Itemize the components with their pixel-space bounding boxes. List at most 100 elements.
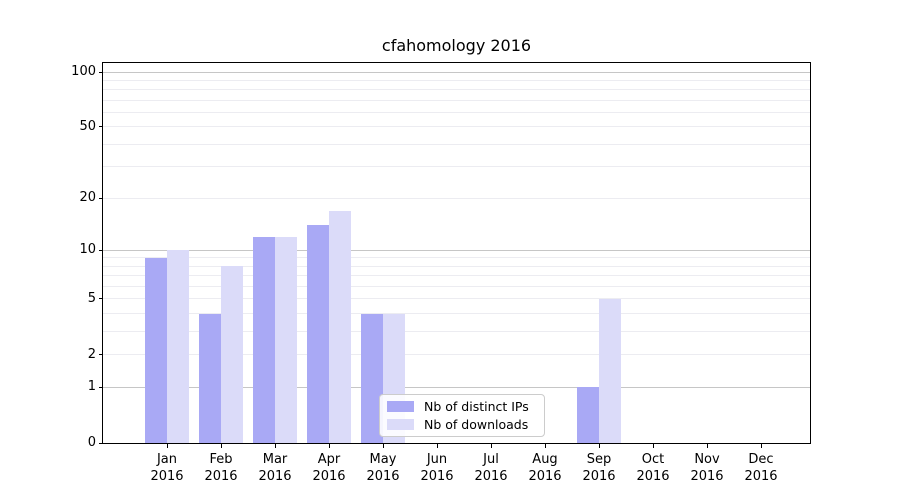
minor-gridline: [103, 275, 810, 277]
month-label: May: [369, 452, 397, 467]
year-label: 2016: [744, 469, 778, 484]
x-tick-label: Nov 2016: [677, 451, 737, 485]
month-label: Jul: [483, 452, 499, 467]
x-tick: [598, 444, 600, 448]
legend-label-distinct-ips: Nb of distinct IPs: [424, 399, 529, 414]
year-label: 2016: [258, 469, 292, 484]
y-tick-label: 0: [87, 435, 96, 450]
year-label: 2016: [528, 469, 562, 484]
x-tick: [382, 444, 384, 448]
year-label: 2016: [312, 469, 346, 484]
year-label: 2016: [636, 469, 670, 484]
major-gridline: [103, 386, 810, 388]
legend-swatch-distinct-ips: [387, 401, 414, 412]
x-tick-label: May 2016: [353, 451, 413, 485]
bar-distinct-ips: [577, 387, 599, 443]
x-tick-label: Jan 2016: [137, 451, 197, 485]
bar-downloads: [221, 266, 243, 443]
x-tick-label: Dec 2016: [731, 451, 791, 485]
y-tick: [99, 71, 103, 73]
month-label: Apr: [317, 452, 341, 467]
minor-gridline: [103, 126, 810, 128]
y-tick: [99, 386, 103, 388]
y-tick-label: 100: [71, 64, 96, 79]
legend-item-distinct-ips: Nb of distinct IPs: [387, 399, 536, 414]
bar-downloads: [275, 236, 297, 443]
x-tick: [436, 444, 438, 448]
minor-gridline: [103, 354, 810, 356]
month-label: Oct: [641, 452, 665, 467]
x-tick-label: Feb 2016: [191, 451, 251, 485]
x-tick: [328, 444, 330, 448]
bar-distinct-ips: [145, 257, 167, 443]
minor-gridline: [103, 286, 810, 288]
x-tick-label: Jul 2016: [461, 451, 521, 485]
x-tick: [220, 444, 222, 448]
minor-gridline: [103, 166, 810, 168]
bar-distinct-ips: [253, 236, 275, 443]
x-tick: [652, 444, 654, 448]
y-tick-label: 20: [79, 190, 96, 206]
year-label: 2016: [150, 469, 184, 484]
legend-swatch-downloads: [387, 419, 414, 430]
chart-title: cfahomology 2016: [381, 36, 532, 55]
x-tick: [274, 444, 276, 448]
minor-gridline: [103, 313, 810, 315]
y-tick: [99, 126, 103, 128]
minor-gridline: [103, 112, 810, 114]
year-label: 2016: [474, 469, 508, 484]
y-tick-label: 2: [87, 346, 96, 362]
month-label: Feb: [209, 452, 233, 467]
year-label: 2016: [420, 469, 454, 484]
year-label: 2016: [204, 469, 238, 484]
minor-gridline: [103, 298, 810, 300]
y-tick: [99, 442, 103, 444]
month-label: Jun: [426, 452, 448, 467]
month-label: Mar: [262, 452, 288, 467]
legend-item-downloads: Nb of downloads: [387, 417, 536, 432]
x-tick-label: Apr 2016: [299, 451, 359, 485]
y-tick: [99, 298, 103, 300]
minor-gridline: [103, 197, 810, 199]
month-label: Jan: [156, 452, 178, 467]
y-tick-label: 50: [79, 118, 96, 134]
bar-downloads: [599, 298, 621, 443]
minor-gridline: [103, 99, 810, 101]
minor-gridline: [103, 89, 810, 91]
month-label: Aug: [532, 452, 558, 467]
x-tick-label: Oct 2016: [623, 451, 683, 485]
minor-gridline: [103, 265, 810, 267]
bar-distinct-ips: [199, 313, 221, 443]
bar-downloads: [329, 210, 351, 443]
x-tick: [706, 444, 708, 448]
year-label: 2016: [690, 469, 724, 484]
y-tick: [99, 249, 103, 251]
minor-gridline: [103, 331, 810, 333]
y-tick-label: 10: [79, 242, 96, 258]
bar-distinct-ips: [307, 225, 329, 443]
x-tick-label: Aug 2016: [515, 451, 575, 485]
x-tick-label: Jun 2016: [407, 451, 467, 485]
x-tick-label: Mar 2016: [245, 451, 305, 485]
minor-gridline: [103, 79, 810, 81]
x-tick: [760, 444, 762, 448]
year-label: 2016: [582, 469, 616, 484]
x-tick: [166, 444, 168, 448]
year-label: 2016: [366, 469, 400, 484]
month-label: Sep: [586, 452, 612, 467]
x-tick: [544, 444, 546, 448]
y-tick-label: 1: [87, 379, 96, 395]
bar-distinct-ips: [361, 313, 383, 443]
minor-gridline: [103, 143, 810, 145]
major-gridline: [103, 249, 810, 251]
y-tick: [99, 197, 103, 199]
x-tick: [490, 444, 492, 448]
minor-gridline: [103, 257, 810, 259]
y-tick: [99, 354, 103, 356]
month-label: Dec: [748, 452, 774, 467]
bar-downloads: [167, 250, 189, 443]
major-gridline: [103, 71, 810, 73]
y-tick-label: 5: [87, 290, 96, 306]
x-tick-label: Sep 2016: [569, 451, 629, 485]
